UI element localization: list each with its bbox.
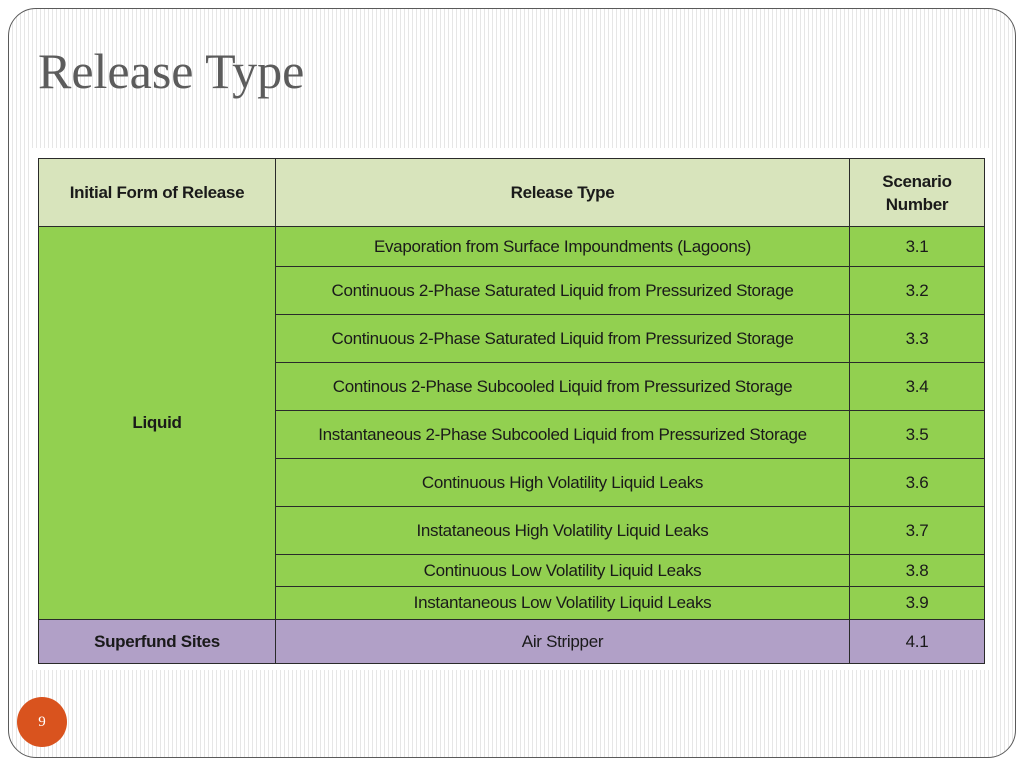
table-header-row: Initial Form of Release Release Type Sce… <box>38 158 985 227</box>
release-type-cell: Evaporation from Surface Impoundments (L… <box>275 226 850 267</box>
header-scenario-line1: Scenario <box>882 171 952 191</box>
scenario-cell: 3.8 <box>849 554 985 587</box>
table-row: Continuous 2-Phase Saturated Liquid from… <box>39 266 985 315</box>
table-row: Continuous Low Volatility Liquid Leaks 3… <box>39 554 985 587</box>
release-type-cell: Continuous 2-Phase Saturated Liquid from… <box>275 266 850 315</box>
table-row: Continuous High Volatility Liquid Leaks … <box>39 458 985 507</box>
scenario-cell: 3.1 <box>849 226 985 267</box>
table-row: Continous 2-Phase Subcooled Liquid from … <box>39 362 985 411</box>
table-row: Instataneous High Volatility Liquid Leak… <box>39 506 985 555</box>
scenario-cell: 4.1 <box>849 619 985 664</box>
header-scenario-line2: Number <box>885 194 949 214</box>
form-cell-superfund: Superfund Sites <box>38 619 276 664</box>
release-type-cell: Instataneous High Volatility Liquid Leak… <box>275 506 850 555</box>
scenario-cell: 3.9 <box>849 586 985 620</box>
release-type-cell: Instantaneous Low Volatility Liquid Leak… <box>275 586 850 620</box>
table-row: Superfund Sites Air Stripper 4.1 <box>38 619 985 664</box>
release-type-cell: Continuous 2-Phase Saturated Liquid from… <box>275 314 850 363</box>
scenario-cell: 3.5 <box>849 410 985 459</box>
header-release-type: Release Type <box>275 158 850 227</box>
scenario-cell: 3.3 <box>849 314 985 363</box>
scenario-cell: 3.4 <box>849 362 985 411</box>
slide-title: Release Type <box>38 43 305 99</box>
header-scenario-number: Scenario Number <box>849 158 985 227</box>
header-initial-form: Initial Form of Release <box>38 158 276 227</box>
form-cell-liquid: Liquid <box>38 226 276 620</box>
table-row: Instantaneous 2-Phase Subcooled Liquid f… <box>39 410 985 459</box>
table-row: Liquid Evaporation from Surface Impoundm… <box>38 226 985 620</box>
release-type-cell: Air Stripper <box>275 619 850 664</box>
scenario-cell: 3.7 <box>849 506 985 555</box>
release-type-cell: Instantaneous 2-Phase Subcooled Liquid f… <box>275 410 850 459</box>
release-type-table: Initial Form of Release Release Type Sce… <box>38 158 985 664</box>
scenario-cell: 3.2 <box>849 266 985 315</box>
table-row: Instantaneous Low Volatility Liquid Leak… <box>39 586 985 620</box>
release-type-cell: Continous 2-Phase Subcooled Liquid from … <box>275 362 850 411</box>
release-type-cell: Continuous High Volatility Liquid Leaks <box>275 458 850 507</box>
release-type-cell: Continuous Low Volatility Liquid Leaks <box>275 554 850 587</box>
scenario-cell: 3.6 <box>849 458 985 507</box>
table-row: Continuous 2-Phase Saturated Liquid from… <box>39 314 985 363</box>
slide-number-badge: 9 <box>17 697 67 747</box>
